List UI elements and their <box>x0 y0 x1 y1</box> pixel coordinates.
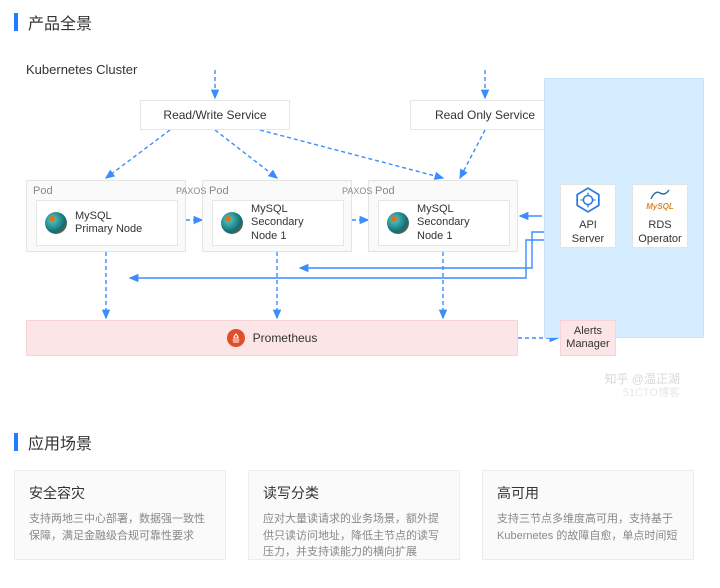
mysql-logo-icon: MySQL <box>646 186 674 214</box>
api-label: API Server <box>572 218 604 247</box>
accent-bar <box>14 13 18 31</box>
scenario-card-c: 高可用 支持三节点多维度高可用，支持基于 Kubernetes 的故障自愈，单点… <box>482 470 694 560</box>
node-label: MySQL Secondary Node 1 <box>417 203 470 243</box>
accent-bar <box>14 433 18 451</box>
watermark-bot: 51CTO博客 <box>623 384 680 400</box>
card-title: 读写分类 <box>263 483 445 503</box>
section-title-text: 产品全景 <box>28 10 92 34</box>
mysql-icon <box>387 212 409 234</box>
mysql-secondary-node-2: MySQL Secondary Node 1 <box>378 200 510 246</box>
card-title: 高可用 <box>497 483 679 503</box>
prometheus-box: Prometheus <box>26 320 518 356</box>
api-server-box: API Server <box>560 184 616 248</box>
rds-label: RDS Operator <box>638 218 681 247</box>
node-label: MySQL Primary Node <box>75 210 142 236</box>
read-only-service: Read Only Service <box>410 100 560 130</box>
card-desc: 支持两地三中心部署，数据强一致性保障，满足金融级合规可靠性要求 <box>29 511 211 544</box>
read-write-service: Read/Write Service <box>140 100 290 130</box>
svc-label: Read Only Service <box>435 108 535 122</box>
mysql-text: MySQL <box>646 202 674 212</box>
pod-label: Pod <box>375 185 395 197</box>
mysql-secondary-node-1: MySQL Secondary Node 1 <box>212 200 344 246</box>
alerts-manager-box: Alerts Manager <box>560 320 616 356</box>
card-title: 安全容灾 <box>29 483 211 503</box>
prometheus-label: Prometheus <box>253 331 318 345</box>
kubernetes-icon <box>574 186 602 214</box>
paxos-label-1: PAXOS <box>176 186 206 196</box>
svc-label: Read/Write Service <box>163 108 266 122</box>
card-desc: 应对大量读请求的业务场景，额外提供只读访问地址，降低主节点的读写压力，并支持读能… <box>263 511 445 561</box>
card-desc: 支持三节点多维度高可用，支持基于 Kubernetes 的故障自愈，单点时间短 <box>497 511 679 544</box>
prometheus-icon <box>227 329 245 347</box>
mysql-icon <box>45 212 67 234</box>
pod-label: Pod <box>209 185 229 197</box>
section-title-overview: 产品全景 <box>14 10 92 34</box>
section-title-text: 应用场景 <box>28 430 92 454</box>
rds-operator-box: MySQL RDS Operator <box>632 184 688 248</box>
alerts-label: Alerts Manager <box>566 325 609 351</box>
mysql-primary-node: MySQL Primary Node <box>36 200 178 246</box>
pod-label: Pod <box>33 185 53 197</box>
mysql-icon <box>221 212 243 234</box>
scenario-card-a: 安全容灾 支持两地三中心部署，数据强一致性保障，满足金融级合规可靠性要求 <box>14 470 226 560</box>
cluster-label: Kubernetes Cluster <box>26 62 137 77</box>
section-title-scenarios: 应用场景 <box>14 430 92 454</box>
paxos-label-2: PAXOS <box>342 186 372 196</box>
scenario-card-b: 读写分类 应对大量读请求的业务场景，额外提供只读访问地址，降低主节点的读写压力，… <box>248 470 460 560</box>
node-label: MySQL Secondary Node 1 <box>251 203 304 243</box>
